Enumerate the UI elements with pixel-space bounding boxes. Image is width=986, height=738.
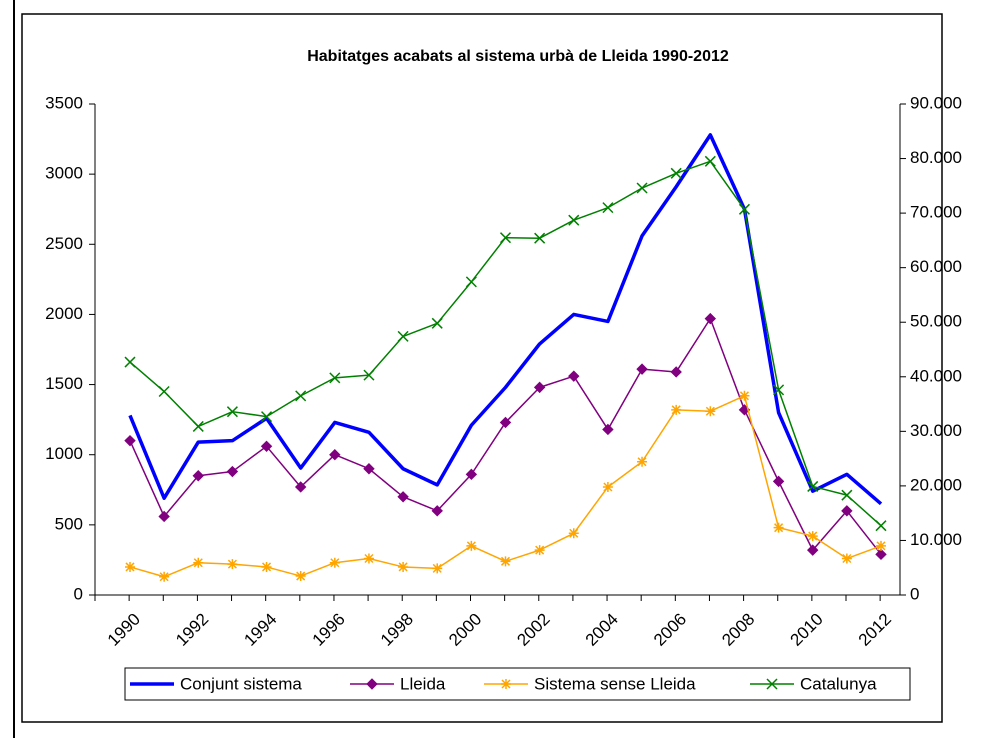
point (875, 548, 887, 561)
point (158, 385, 170, 398)
point (670, 366, 682, 378)
point (568, 370, 580, 382)
point (704, 312, 717, 325)
y-tick-label: 500 (55, 514, 83, 533)
point (534, 232, 546, 244)
y2-tick-label: 80.000 (910, 148, 962, 167)
point (568, 528, 579, 539)
point (124, 434, 136, 447)
point (807, 531, 818, 542)
y2-tick-label: 10.000 (910, 530, 962, 549)
point (602, 481, 613, 492)
point (295, 390, 307, 402)
legend-label: Catalunya (800, 674, 877, 693)
y2-tick-label: 40.000 (910, 366, 962, 385)
point (261, 561, 272, 572)
point (841, 553, 852, 564)
point (773, 384, 785, 396)
y-tick-label: 2500 (45, 234, 83, 253)
series-line (128, 133, 883, 506)
point (704, 155, 716, 167)
legend-marker (366, 678, 378, 690)
point (568, 214, 580, 226)
point (773, 522, 784, 533)
legend-marker (501, 679, 511, 689)
point (841, 505, 853, 517)
point (738, 203, 750, 215)
point (876, 540, 886, 551)
y2-tick-label: 70.000 (910, 203, 962, 222)
legend-label: Conjunt sistema (180, 674, 302, 693)
point (875, 520, 887, 532)
point (431, 505, 443, 517)
point (841, 489, 853, 501)
point (261, 411, 273, 423)
point (159, 571, 170, 582)
point (705, 406, 716, 417)
point (500, 556, 511, 567)
point (397, 491, 409, 503)
point (227, 559, 238, 570)
point (670, 167, 682, 179)
point (363, 463, 375, 475)
point (637, 456, 648, 467)
point (466, 540, 477, 551)
point (636, 363, 648, 375)
legend-label: Lleida (400, 674, 446, 693)
point (465, 468, 478, 481)
y2-tick-label: 90.000 (910, 93, 962, 112)
point (807, 480, 819, 492)
point (499, 232, 512, 244)
point (398, 561, 409, 572)
point (226, 465, 239, 478)
point (807, 544, 819, 556)
y-tick-label: 1000 (45, 444, 83, 463)
chart-title: Habitatges acabats al sistema urbà de Ll… (307, 48, 729, 65)
y-tick-label: 3000 (45, 164, 83, 183)
point (329, 372, 341, 384)
point (158, 510, 170, 523)
point (192, 470, 204, 482)
point (363, 369, 375, 381)
point (397, 330, 409, 342)
point (739, 390, 750, 401)
point (465, 276, 477, 288)
point (294, 481, 307, 493)
point (124, 356, 136, 368)
point (329, 449, 341, 461)
point (193, 557, 204, 568)
point (533, 381, 546, 394)
point (432, 563, 443, 574)
point (671, 404, 682, 415)
point (192, 420, 204, 432)
y2-tick-label: 50.000 (910, 312, 962, 331)
point (602, 202, 614, 214)
y-tick-label: 0 (74, 584, 83, 603)
point (534, 545, 545, 556)
point (363, 553, 374, 564)
y-tick-label: 2000 (45, 304, 83, 323)
legend-marker (766, 678, 778, 690)
point (636, 182, 648, 194)
y-tick-label: 3500 (45, 93, 83, 112)
point (226, 406, 238, 418)
point (295, 571, 306, 582)
chart-frame (21, 13, 943, 723)
point (125, 561, 135, 572)
y2-tick-label: 30.000 (910, 421, 962, 440)
point (329, 557, 340, 568)
point (772, 475, 785, 488)
y-tick-label: 1500 (45, 374, 83, 393)
y2-tick-label: 20.000 (910, 475, 962, 494)
legend-label: Sistema sense Lleida (534, 674, 696, 693)
point (431, 317, 443, 329)
y2-tick-label: 60.000 (910, 257, 962, 276)
point (260, 440, 273, 453)
point (499, 416, 512, 429)
y2-tick-label: 0 (910, 584, 919, 603)
point (602, 423, 614, 436)
